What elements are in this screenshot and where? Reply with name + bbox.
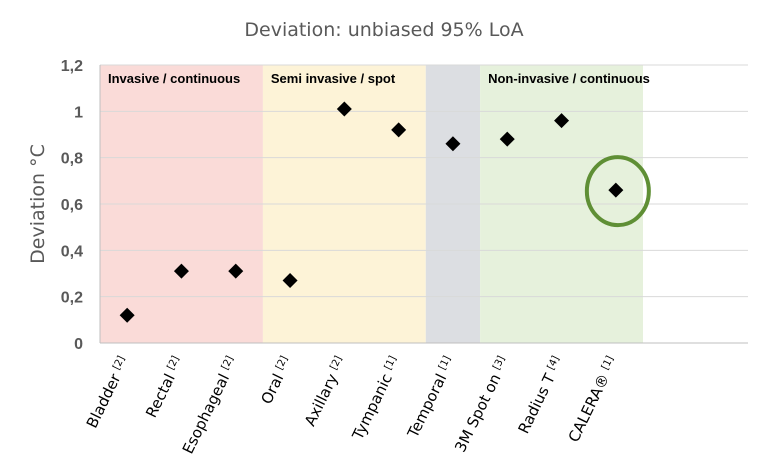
- y-tick-label: 0,8: [61, 151, 83, 168]
- region-label: Non-invasive / continuous: [488, 71, 650, 86]
- x-tick-label: Bladder [2]: [83, 354, 133, 431]
- data-point: [282, 272, 298, 288]
- data-point: [391, 122, 407, 138]
- y-tick-label: 0,6: [61, 197, 83, 214]
- x-tick-label: 3M Spot on [3]: [451, 354, 513, 455]
- data-point: [228, 263, 244, 279]
- region-labels: Invasive / continuous Semi invasive / spo…: [108, 71, 650, 86]
- data-point: [445, 136, 461, 152]
- x-tick-label: Rectal [2]: [142, 354, 187, 421]
- x-tick-label: Radius T [4]: [515, 354, 568, 437]
- y-axis-label: Deviation °C: [27, 144, 49, 264]
- y-tick-label: 1,2: [61, 58, 83, 75]
- y-tick-label: 1: [74, 104, 83, 121]
- x-axis-ticks: Bladder [2]Rectal [2]Esophageal [2] Oral …: [83, 354, 622, 457]
- grid-lines: [99, 64, 748, 344]
- x-tick-label: Oral [2]: [257, 354, 295, 407]
- region-label: Invasive / continuous: [108, 71, 240, 86]
- y-tick-label: 0: [74, 336, 83, 353]
- y-axis-ticks: 0 0,2 0,4 0,6 0,8 1 1,2: [61, 58, 83, 353]
- x-tick-label: Esophageal [2]: [179, 354, 242, 457]
- data-point: [499, 131, 515, 147]
- data-point: [119, 307, 135, 323]
- data-points: [119, 101, 651, 323]
- x-tick-label: CALERA® [1]: [565, 354, 622, 445]
- x-tick-label: Temporal [1]: [404, 354, 459, 442]
- data-point: [173, 263, 189, 279]
- region-label: Semi invasive / spot: [271, 71, 396, 86]
- chart-title: Deviation: unbiased 95% LoA: [244, 19, 523, 41]
- data-point: [336, 101, 352, 117]
- y-tick-label: 0,4: [61, 243, 83, 260]
- data-point: [554, 113, 570, 129]
- x-tick-label: Tympanic [1]: [348, 354, 404, 444]
- y-tick-label: 0,2: [61, 290, 83, 307]
- data-point: [608, 182, 624, 198]
- highlight-circle: [584, 155, 651, 228]
- x-tick-label: Axillary [2]: [301, 354, 350, 429]
